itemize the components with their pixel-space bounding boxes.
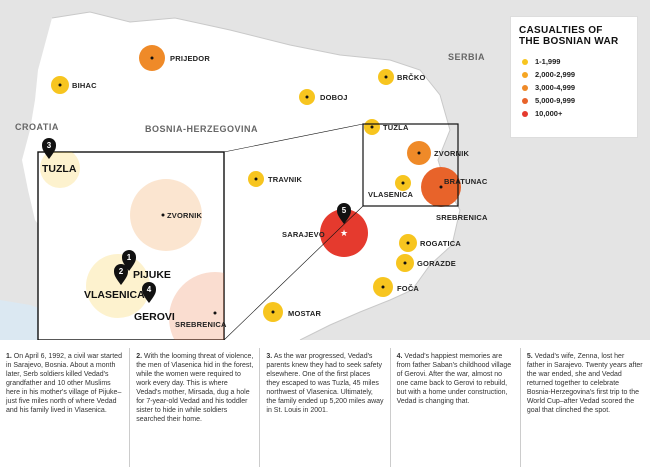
city-rogatica: ROGATICA (399, 234, 461, 252)
inset-label-zvornik: ZVORNIK (167, 211, 203, 220)
city-label: VLASENICA (368, 190, 414, 199)
legend-dot-icon (522, 71, 528, 78)
focus-box (362, 123, 459, 207)
note-number: 1. (6, 353, 12, 360)
city-tuzla: TUZLA (364, 119, 409, 135)
legend-dot-icon (522, 110, 528, 117)
legend-title: CASUALTIES OF THE BOSNIAN WAR (519, 25, 629, 47)
note-text: On April 6, 1992, a civil war started in… (6, 353, 122, 414)
legend-label: 5,000-9,999 (535, 96, 576, 105)
city-travnik: TRAVNIK (248, 171, 303, 187)
city-prijedor: PRIJEDOR (139, 45, 210, 71)
city-label: PRIJEDOR (170, 54, 210, 63)
legend-item: 10,000+ (519, 107, 629, 120)
city-zvornik: ZVORNIK (407, 141, 470, 165)
note-2: 2. With the looming threat of violence, … (129, 348, 259, 467)
city-brcko: BRČKO (378, 69, 426, 85)
svg-text:3: 3 (47, 141, 52, 150)
note-text: With the looming threat of violence, the… (136, 353, 254, 423)
city-label: ROGATICA (420, 239, 461, 248)
inset-label-vlasenica: VLASENICA (84, 289, 145, 301)
note-text: Vedad's wife, Zenna, lost her father in … (526, 353, 643, 414)
svg-text:2: 2 (119, 267, 124, 276)
legend-item: 5,000-9,999 (519, 94, 629, 107)
city-gorazde: GORAZDE (396, 254, 456, 272)
legend-dot-icon (522, 84, 528, 91)
note-text: Vedad's happiest memories are from fathe… (396, 353, 512, 405)
legend-dot-icon (522, 58, 528, 65)
inset-label-pijuke: PIJUKE (133, 269, 171, 281)
inset-label-srebrenica: SREBRENICA (175, 320, 227, 329)
inset-label-gerovi: GEROVI (134, 311, 175, 323)
city-label-srebrenica: SREBRENICA (436, 213, 488, 222)
city-mostar: MOSTAR (263, 302, 322, 322)
city-label: MOSTAR (288, 309, 322, 318)
legend-label: 10,000+ (535, 109, 563, 118)
label-bosnia: BOSNIA-HERZEGOVINA (145, 124, 258, 134)
legend-item: 1-1,999 (519, 55, 629, 68)
marker-3: 3 (42, 138, 56, 159)
city-label: GORAZDE (417, 259, 456, 268)
city-bihac: BIHAC (51, 76, 97, 94)
legend-label: 3,000-4,999 (535, 83, 576, 92)
city-vlasenica: VLASENICA (368, 175, 414, 199)
marker-2: 2 (114, 264, 128, 285)
city-label: TUZLA (383, 123, 409, 132)
svg-text:4: 4 (147, 285, 152, 294)
legend-label: 2,000-2,999 (535, 70, 576, 79)
note-5: 5. Vedad's wife, Zenna, lost her father … (519, 348, 650, 467)
marker-5: 5 (337, 203, 351, 224)
inset-map: TUZLA ZVORNIK PIJUKE VLASENICA GEROVI SR… (37, 151, 227, 340)
city-label: TRAVNIK (268, 175, 303, 184)
city-doboj: DOBOJ (299, 89, 348, 105)
legend-rows: 1-1,999 2,000-2,999 3,000-4,999 5,000-9,999… (519, 55, 629, 120)
note-text: As the war progressed, Vedad's parents k… (266, 353, 384, 414)
legend-title-line: THE BOSNIAN WAR (519, 36, 619, 47)
city-label: ZVORNIK (434, 149, 470, 158)
note-1: 1. On April 6, 1992, a civil war started… (0, 348, 129, 467)
city-label: SARAJEVO (282, 230, 325, 239)
star-icon: ★ (340, 229, 348, 239)
svg-text:1: 1 (127, 253, 132, 262)
city-sarajevo: ★ SARAJEVO (282, 209, 368, 257)
city-label: FOČA (397, 284, 419, 293)
border-line (51, 11, 461, 340)
city-label: BRATUNAC (444, 177, 488, 186)
city-foca: FOČA (373, 277, 419, 297)
city-label: BIHAC (72, 81, 97, 90)
connector-line (223, 123, 364, 153)
note-3: 3. As the war progressed, Vedad's parent… (259, 348, 389, 467)
note-number: 5. (526, 353, 533, 360)
city-label: DOBOJ (320, 93, 348, 102)
legend-label: 1-1,999 (535, 57, 561, 66)
marker-4: 4 (142, 282, 156, 303)
svg-text:5: 5 (342, 206, 347, 215)
connector-line (223, 205, 364, 340)
note-number: 2. (136, 353, 143, 360)
city-bratunac: BRATUNAC (421, 167, 488, 207)
label-serbia: SERBIA (448, 52, 485, 62)
legend-dot-icon (522, 97, 528, 104)
legend-item: 2,000-2,999 (519, 68, 629, 81)
inset-label-tuzla: TUZLA (42, 163, 77, 175)
label-croatia: CROATIA (15, 122, 59, 132)
note-number: 3. (266, 353, 273, 360)
legend: CASUALTIES OF THE BOSNIAN WAR 1-1,999 2,0… (510, 16, 638, 138)
city-label: BRČKO (397, 73, 426, 82)
note-4: 4. Vedad's happiest memories are from fa… (389, 348, 520, 467)
legend-title-line: CASUALTIES OF (519, 25, 603, 36)
legend-item: 3,000-4,999 (519, 81, 629, 94)
note-number: 4. (396, 353, 403, 360)
notes: 1. On April 6, 1992, a civil war started… (0, 348, 650, 467)
